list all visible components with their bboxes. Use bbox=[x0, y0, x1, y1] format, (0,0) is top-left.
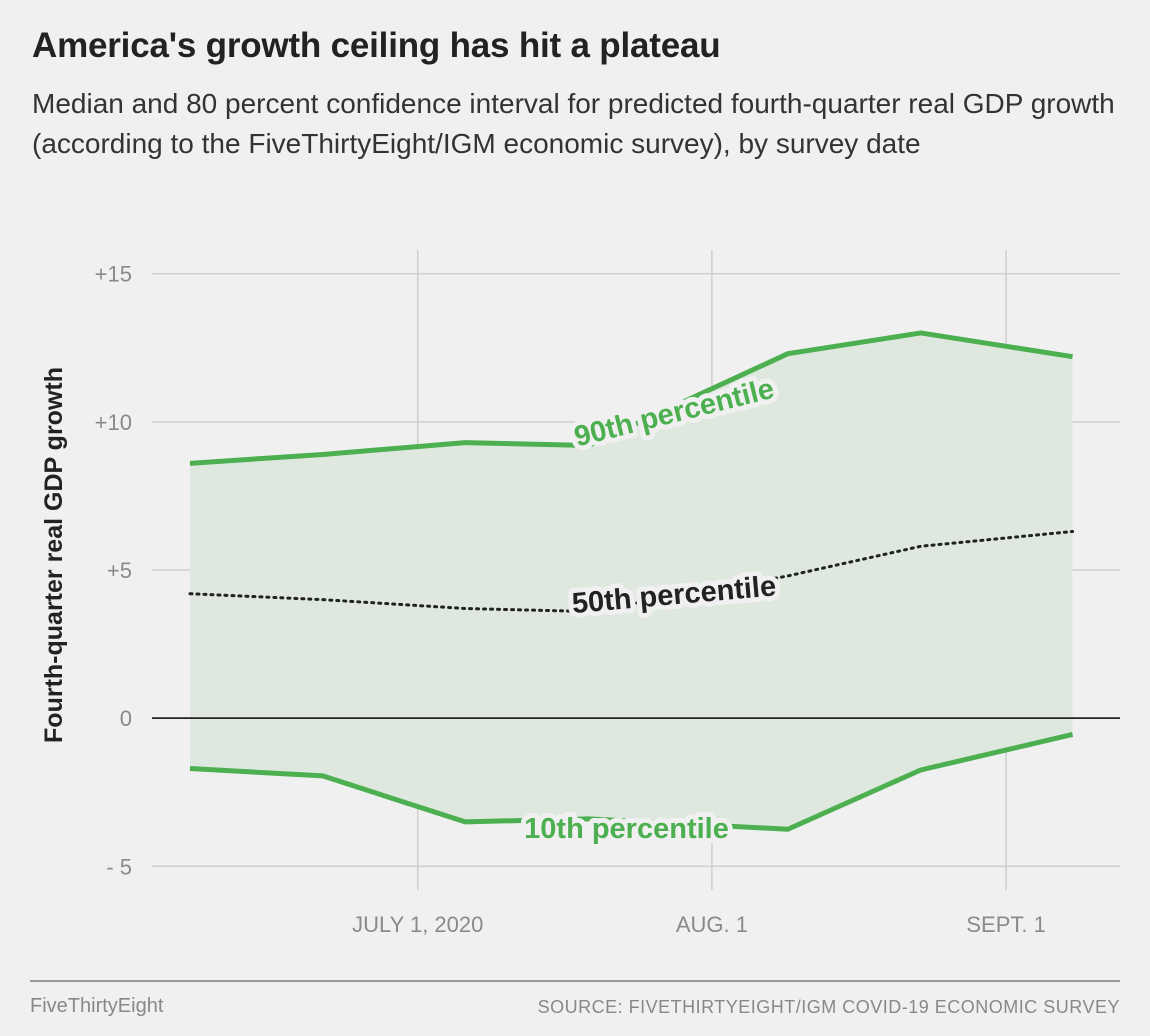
footer-divider bbox=[30, 980, 1120, 982]
line-50th-percentile bbox=[188, 529, 1075, 613]
brand-logo-text: FiveThirtyEight bbox=[30, 995, 164, 1017]
label-10th-percentile: 10th percentile bbox=[524, 813, 729, 845]
x-tick-label: SEPT. 1 bbox=[966, 912, 1045, 937]
confidence-band bbox=[189, 332, 1073, 830]
x-tick-labels: JULY 1, 2020 AUG. 1 SEPT. 1 bbox=[352, 912, 1046, 937]
y-tick-label: +10 bbox=[95, 410, 132, 435]
gdp-growth-chart: - 50+5+10+15 JULY 1, 2020 AUG. 1 SEPT. 1 9… bbox=[40, 250, 1120, 937]
y-tick-label: - 5 bbox=[106, 854, 132, 879]
y-tick-labels: - 5 0 +5 +10 +15 bbox=[95, 262, 132, 880]
y-tick-label: 0 bbox=[120, 706, 132, 731]
x-tick-label: AUG. 1 bbox=[676, 912, 748, 937]
y-tick-label: +5 bbox=[107, 558, 132, 583]
line-10th-percentile bbox=[189, 732, 1074, 832]
chart-title: America's growth ceiling has hit a plate… bbox=[32, 26, 721, 65]
line-90th-percentile bbox=[189, 330, 1073, 466]
x-tick-label: JULY 1, 2020 bbox=[352, 912, 483, 937]
source-note: SOURCE: FIVETHIRTYEIGHT/IGM COVID-19 ECO… bbox=[537, 997, 1120, 1017]
y-axis-label: Fourth-quarter real GDP growth bbox=[40, 367, 68, 743]
chart-subtitle: Median and 80 percent confidence interva… bbox=[32, 88, 1115, 159]
y-tick-label: +15 bbox=[95, 262, 132, 287]
series-lines bbox=[188, 330, 1075, 832]
